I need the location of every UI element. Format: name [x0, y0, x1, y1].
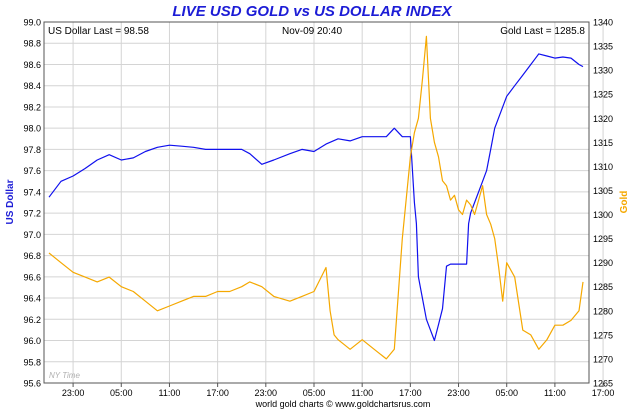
gold-price-line [48, 35, 584, 360]
plot-frame [43, 21, 590, 384]
chart-title: LIVE USD GOLD vs US DOLLAR INDEX [172, 3, 452, 20]
ny-time-watermark: NY Time [49, 371, 80, 380]
y-right-tick-label: 1300 [593, 210, 613, 220]
x-tick-label: 17:00 [592, 388, 615, 398]
y-left-tick-label: 96.2 [23, 315, 41, 325]
y-left-tick-label: 97.6 [23, 166, 41, 176]
y-left-tick-label: 98.0 [23, 124, 41, 134]
y-right-tick-label: 1340 [593, 18, 613, 28]
y-right-tick-label: 1270 [593, 354, 613, 364]
x-tick-label: 23:00 [447, 388, 470, 398]
x-tick-label: 11:00 [544, 388, 566, 398]
y-right-tick-label: 1315 [593, 138, 613, 148]
x-tick-label: 11:00 [159, 388, 181, 398]
y-axis-right-label: Gold [619, 191, 630, 214]
us-dollar-index-line [48, 53, 584, 342]
y-axis-left-label: US Dollar [5, 179, 16, 224]
y-left-tick-label: 96.0 [23, 336, 41, 346]
y-left-tick-label: 98.4 [23, 81, 41, 91]
x-tick-label: 17:00 [206, 388, 229, 398]
x-tick-label: 05:00 [110, 388, 133, 398]
y-right-tick-label: 1320 [593, 114, 613, 124]
y-left-tick-label: 99.0 [23, 18, 41, 28]
y-left-tick-label: 98.2 [23, 102, 41, 112]
y-right-tick-label: 1305 [593, 186, 613, 196]
y-left-tick-label: 97.2 [23, 209, 41, 219]
grid [44, 22, 604, 383]
gold-last-label: Gold Last = 1285.8 [500, 26, 585, 37]
y-left-tick-label: 97.0 [23, 230, 41, 240]
y-left-tick-label: 96.6 [23, 272, 41, 282]
y-left-tick-label: 97.4 [23, 187, 41, 197]
y-right-tick-label: 1295 [593, 234, 613, 244]
y-left-tick-label: 98.6 [23, 60, 41, 70]
y-left-tick-label: 97.8 [23, 145, 41, 155]
timestamp-label: Nov-09 20:40 [282, 26, 342, 37]
y-left-tick-label: 98.8 [23, 39, 41, 49]
y-right-tick-label: 1330 [593, 66, 613, 76]
x-tick-label: 23:00 [62, 388, 85, 398]
footer-credit: world gold charts © www.goldchartsrus.co… [255, 399, 431, 409]
y-right-tick-label: 1325 [593, 90, 613, 100]
y-left-tick-label: 95.6 [23, 379, 41, 389]
y-right-tick-label: 1310 [593, 162, 613, 172]
y-left-tick-label: 95.8 [23, 357, 41, 367]
y-left-tick-label: 96.4 [23, 294, 41, 304]
y-right-tick-label: 1280 [593, 306, 613, 316]
x-tick-label: 05:00 [495, 388, 518, 398]
usd-last-label: US Dollar Last = 98.58 [48, 26, 149, 37]
tick-labels: 99.0 98.8 98.6 98.4 98.2 98.0 97.8 97.6 97.4 97.2… [23, 18, 614, 399]
y-left-tick-label: 96.8 [23, 251, 41, 261]
x-tick-label: 05:00 [303, 388, 326, 398]
x-tick-label: 11:00 [351, 388, 373, 398]
y-right-tick-label: 1335 [593, 42, 613, 52]
y-right-tick-label: 1275 [593, 330, 613, 340]
y-right-tick-label: 1285 [593, 282, 613, 292]
y-right-tick-label: 1290 [593, 258, 613, 268]
x-tick-label: 17:00 [399, 388, 422, 398]
series-lines [48, 35, 584, 360]
x-tick-label: 23:00 [255, 388, 278, 398]
